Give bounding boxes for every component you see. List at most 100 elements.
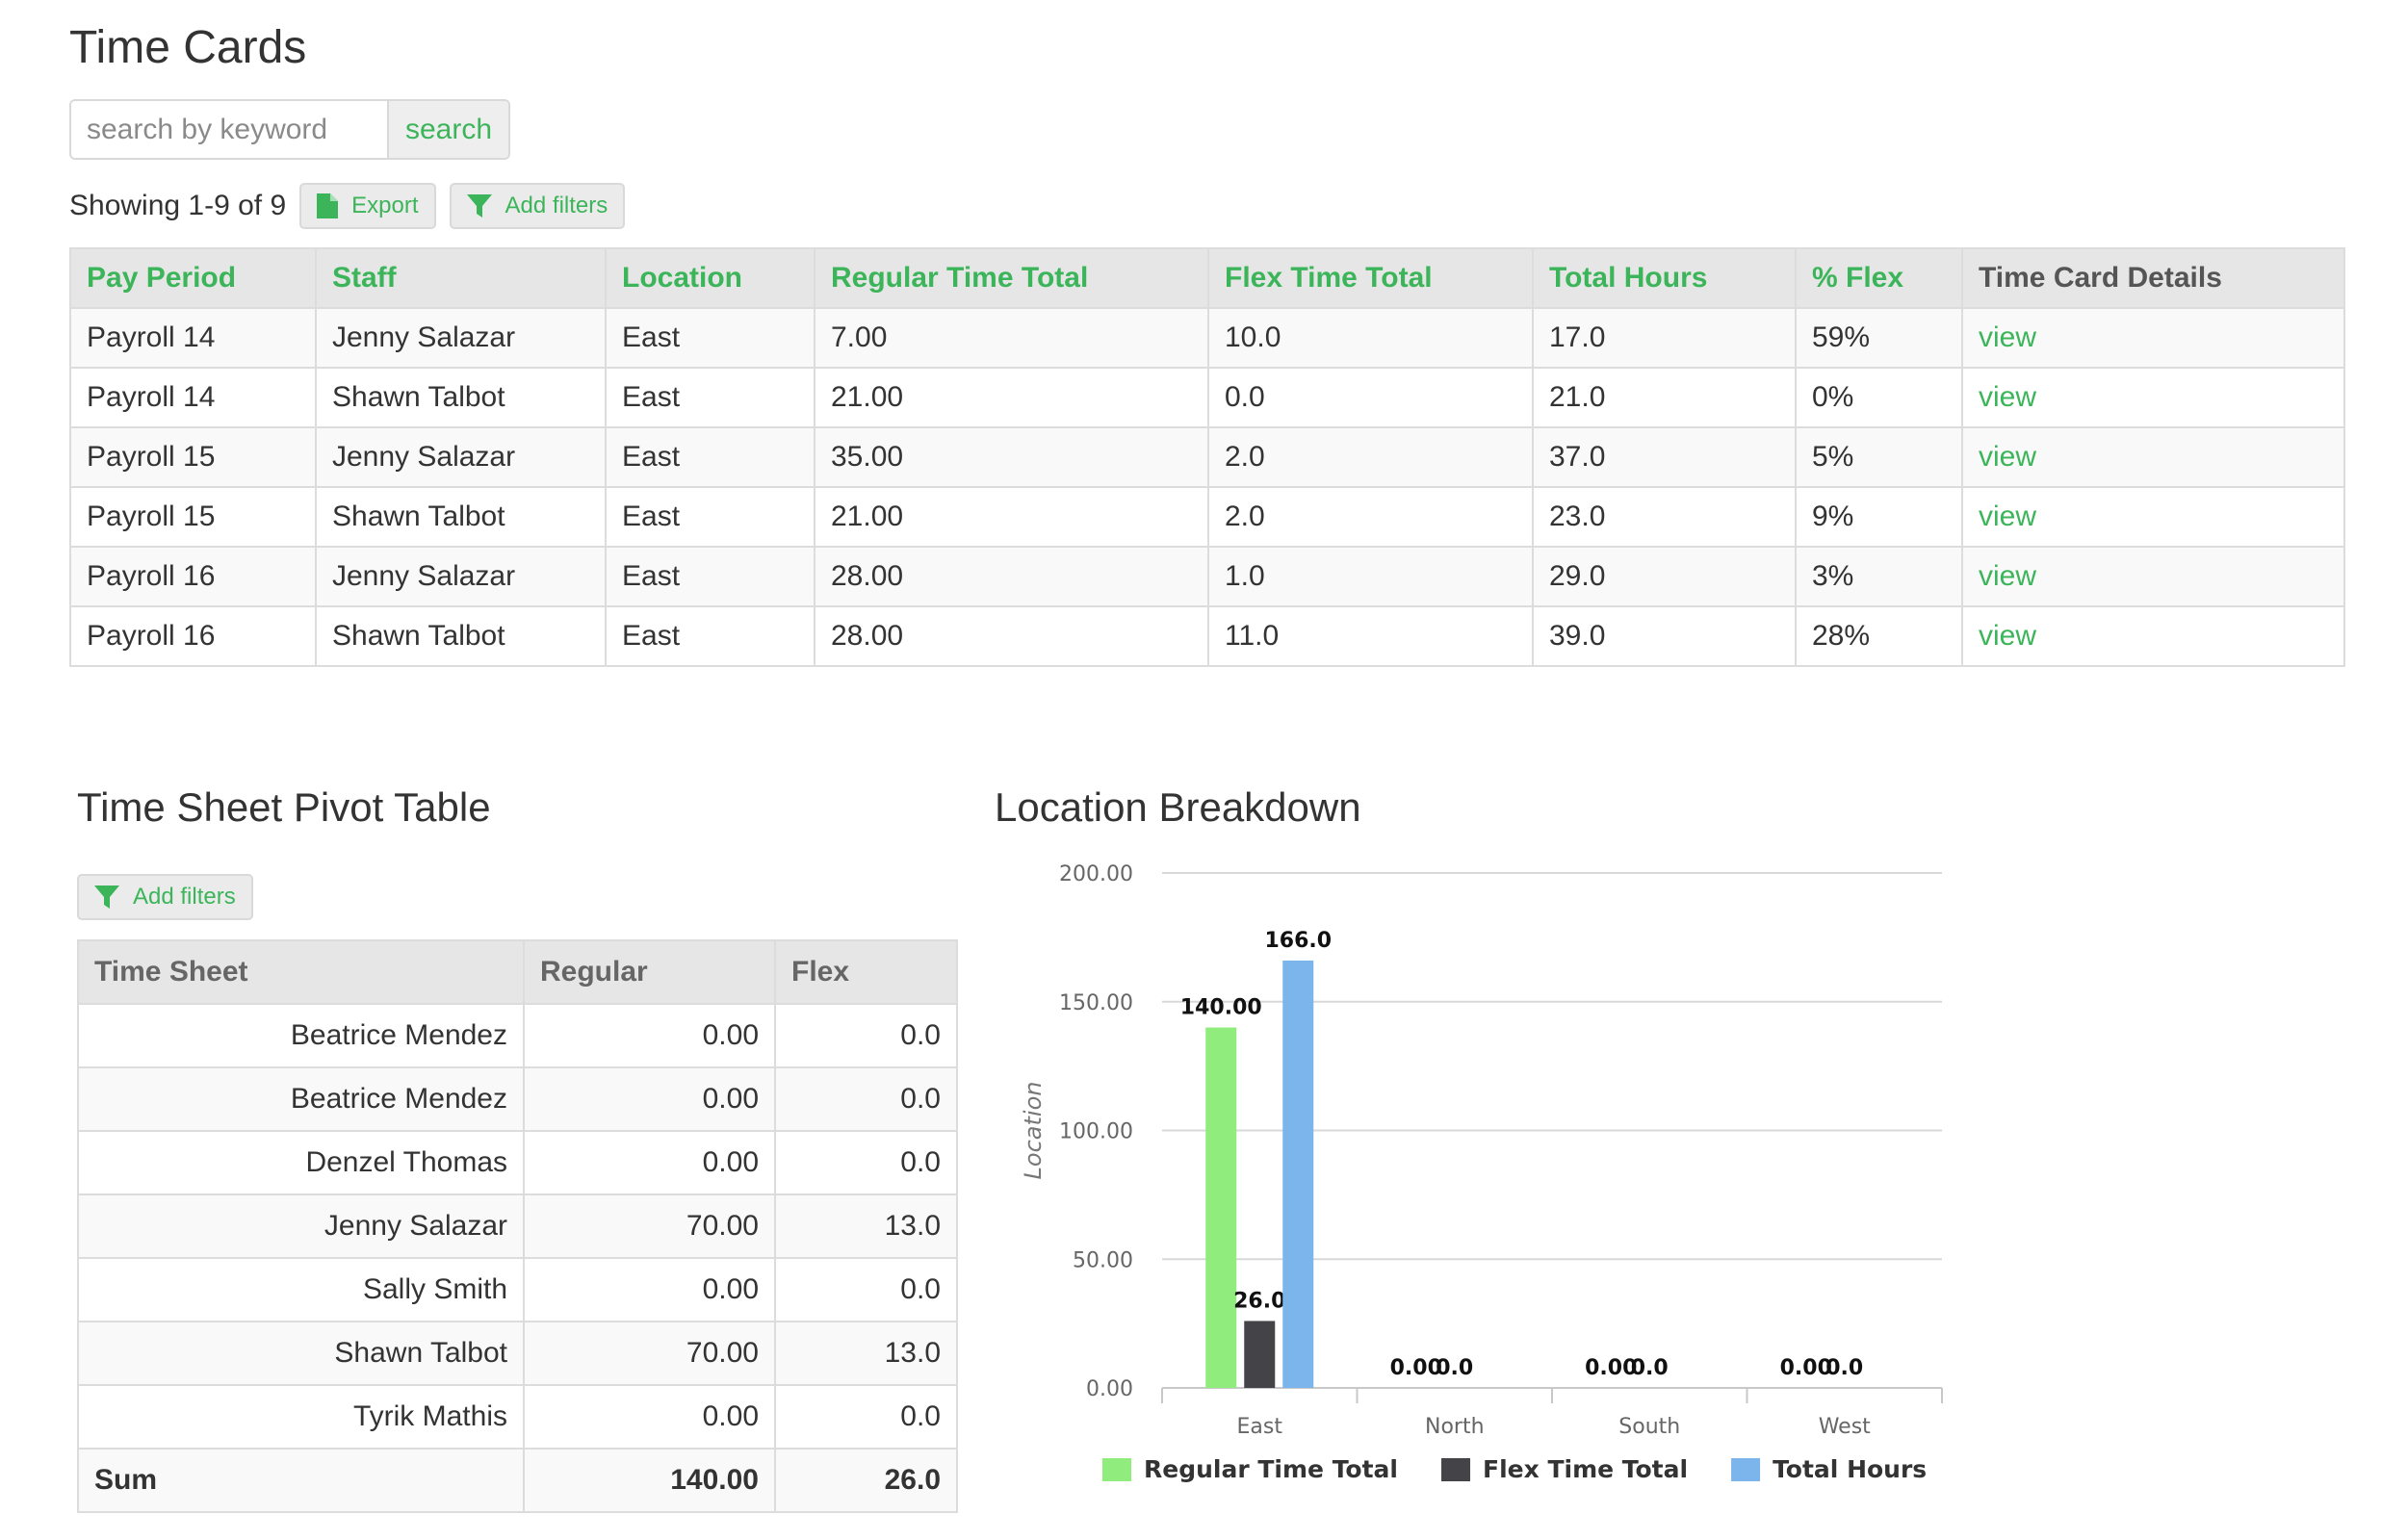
pivot-row: Tyrik Mathis 0.00 0.0 [77, 1384, 958, 1450]
x-tick-label: West [1819, 1415, 1871, 1439]
location-breakdown-chart: 0.00 50.00 100.00 150.00 200.00 Location East 1… [1020, 862, 1943, 1483]
col-percent-flex[interactable]: % Flex [1795, 247, 1963, 309]
pivot-cell-regular: 70.00 [523, 1194, 776, 1259]
pivot-add-filters-button[interactable]: Add filters [77, 874, 253, 920]
pivot-cell-regular: 0.00 [523, 1066, 776, 1132]
export-button[interactable]: Export [299, 183, 436, 229]
table-row: Payroll 15 Shawn Talbot East 21.00 2.0 2… [69, 486, 2345, 548]
pivot-cell-name: Shawn Talbot [77, 1321, 525, 1386]
cell-pay-period: Payroll 16 [69, 605, 317, 667]
cell-pay-period: Payroll 14 [69, 307, 317, 369]
filter-icon [466, 194, 492, 218]
search-button[interactable]: search [389, 101, 508, 158]
y-tick-label: 50.00 [1073, 1248, 1133, 1272]
pivot-row: Shawn Talbot 70.00 13.0 [77, 1321, 958, 1386]
pivot-row: Beatrice Mendez 0.00 0.0 [77, 1066, 958, 1132]
cell-percent-flex: 3% [1795, 546, 1963, 607]
pivot-sum-label: Sum [77, 1448, 525, 1513]
data-label: 140.00 [1180, 996, 1262, 1020]
pivot-cell-name: Sally Smith [77, 1257, 525, 1322]
view-link[interactable]: view [1979, 620, 2037, 652]
cell-percent-flex: 9% [1795, 486, 1963, 548]
col-flex-time-total[interactable]: Flex Time Total [1207, 247, 1534, 309]
data-label: 0.00 [1780, 1356, 1832, 1380]
file-icon [317, 193, 339, 218]
pivot-cell-name: Beatrice Mendez [77, 1003, 525, 1068]
cell-flex-time: 10.0 [1207, 307, 1534, 369]
cell-total-hours: 21.0 [1532, 367, 1797, 428]
data-label: 0.0 [1825, 1356, 1863, 1380]
pivot-cell-flex: 0.0 [774, 1257, 958, 1322]
cell-details: view [1961, 307, 2345, 369]
pivot-row: Denzel Thomas 0.00 0.0 [77, 1130, 958, 1195]
cell-details: view [1961, 486, 2345, 548]
cell-regular-time: 35.00 [814, 426, 1209, 488]
cell-percent-flex: 0% [1795, 367, 1963, 428]
y-tick-label: 150.00 [1059, 991, 1133, 1015]
table-header-row: Pay Period Staff Location Regular Time T… [69, 247, 2345, 309]
x-tick-label: South [1618, 1415, 1680, 1439]
cell-percent-flex: 59% [1795, 307, 1963, 369]
add-filters-button[interactable]: Add filters [449, 183, 626, 229]
pivot-row: Jenny Salazar 70.00 13.0 [77, 1194, 958, 1259]
pivot-cell-regular: 0.00 [523, 1257, 776, 1322]
cell-flex-time: 11.0 [1207, 605, 1534, 667]
view-link[interactable]: view [1979, 500, 2037, 532]
y-tick-label: 100.00 [1059, 1120, 1133, 1144]
view-link[interactable]: view [1979, 441, 2037, 473]
pivot-header-row: Time Sheet Regular Flex [77, 939, 958, 1005]
pivot-cell-flex: 13.0 [774, 1194, 958, 1259]
data-label: 166.0 [1264, 929, 1332, 953]
cell-regular-time: 7.00 [814, 307, 1209, 369]
data-label: 0.0 [1436, 1356, 1473, 1380]
cell-pay-period: Payroll 16 [69, 546, 317, 607]
cell-total-hours: 23.0 [1532, 486, 1797, 548]
col-time-card-details: Time Card Details [1961, 247, 2345, 309]
table-row: Payroll 14 Shawn Talbot East 21.00 0.0 2… [69, 367, 2345, 428]
cell-regular-time: 21.00 [814, 486, 1209, 548]
cell-pay-period: Payroll 15 [69, 486, 317, 548]
pivot-cell-regular: 0.00 [523, 1384, 776, 1450]
pivot-col-flex: Flex [774, 939, 958, 1005]
pivot-cell-name: Denzel Thomas [77, 1130, 525, 1195]
cell-location: East [605, 307, 815, 369]
col-staff[interactable]: Staff [315, 247, 607, 309]
data-label: 26.0 [1233, 1289, 1285, 1313]
table-row: Payroll 14 Jenny Salazar East 7.00 10.0 … [69, 307, 2345, 369]
pivot-table: Time Sheet Regular Flex Beatrice Mendez … [77, 939, 958, 1513]
y-tick-label: 200.00 [1059, 862, 1133, 886]
table-row: Payroll 15 Jenny Salazar East 35.00 2.0 … [69, 426, 2345, 488]
pivot-cell-flex: 0.0 [774, 1384, 958, 1450]
view-link[interactable]: view [1979, 560, 2037, 592]
search-input[interactable] [71, 101, 389, 158]
bar [1244, 1321, 1276, 1388]
cell-details: view [1961, 546, 2345, 607]
pivot-row: Beatrice Mendez 0.00 0.0 [77, 1003, 958, 1068]
cell-pay-period: Payroll 14 [69, 367, 317, 428]
bar [1282, 960, 1314, 1388]
pivot-sum-regular: 140.00 [523, 1448, 776, 1513]
cell-percent-flex: 5% [1795, 426, 1963, 488]
view-link[interactable]: view [1979, 381, 2037, 413]
pivot-cell-flex: 0.0 [774, 1066, 958, 1132]
cell-staff: Jenny Salazar [315, 426, 607, 488]
cell-details: view [1961, 605, 2345, 667]
col-location[interactable]: Location [605, 247, 815, 309]
view-link[interactable]: view [1979, 321, 2037, 353]
cell-location: East [605, 426, 815, 488]
pivot-cell-name: Jenny Salazar [77, 1194, 525, 1259]
cell-location: East [605, 367, 815, 428]
col-total-hours[interactable]: Total Hours [1532, 247, 1797, 309]
page-title: Time Cards [69, 22, 307, 73]
cell-staff: Shawn Talbot [315, 367, 607, 428]
cell-percent-flex: 28% [1795, 605, 1963, 667]
pivot-sum-flex: 26.0 [774, 1448, 958, 1513]
y-tick-label: 0.00 [1086, 1377, 1133, 1401]
cell-staff: Jenny Salazar [315, 307, 607, 369]
col-regular-time-total[interactable]: Regular Time Total [814, 247, 1209, 309]
toolbar: Showing 1-9 of 9 Export Add filters [69, 183, 638, 229]
col-pay-period[interactable]: Pay Period [69, 247, 317, 309]
pivot-add-filters-label: Add filters [133, 884, 236, 910]
cell-flex-time: 2.0 [1207, 486, 1534, 548]
cell-regular-time: 21.00 [814, 367, 1209, 428]
